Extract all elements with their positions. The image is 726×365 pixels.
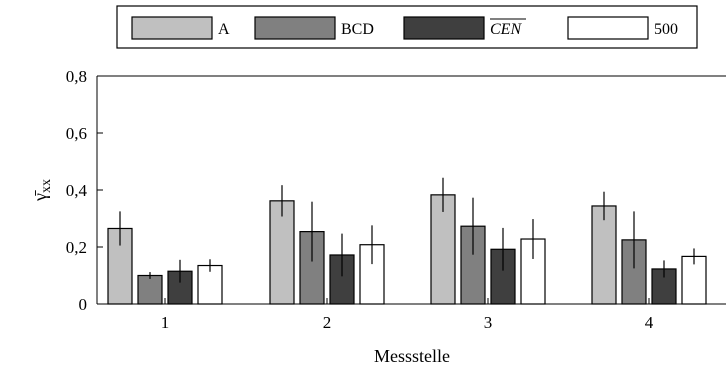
y-tick-label: 0,8 [66, 67, 87, 86]
legend-label-a: A [218, 21, 230, 38]
bar-bcd-3 [460, 225, 486, 305]
x-tick-label: 2 [323, 313, 332, 332]
legend: A BCD CEN 500 [116, 5, 698, 49]
y-axis-label-main: γ̄ [30, 190, 50, 202]
bars [107, 177, 707, 305]
y-tick-label: 0,2 [66, 238, 87, 257]
legend-label-cen: CEN [490, 21, 522, 38]
y-tick-label: 0,6 [66, 124, 87, 143]
axes: 0 0,2 0,4 0,6 0,8 1 2 3 4 [66, 67, 726, 332]
legend-swatch-500 [567, 16, 649, 40]
x-axis-label: Messstelle [374, 346, 450, 365]
x-tick-label: 4 [645, 313, 654, 332]
bar-a-3 [430, 194, 456, 305]
legend-swatch-a [131, 16, 213, 40]
x-tick-label: 3 [484, 313, 493, 332]
y-tick-label: 0,4 [66, 181, 88, 200]
y-tick-label: 0 [79, 295, 88, 314]
legend-swatch-bcd [254, 16, 336, 40]
bar-a-4 [591, 205, 617, 305]
legend-label-500: 500 [654, 21, 678, 38]
y-axis-label: γ̄xx [30, 179, 54, 202]
bar-bcd-1 [137, 274, 163, 305]
y-axis-label-subscript: xx [39, 179, 54, 193]
legend-swatch-cen [403, 16, 485, 40]
x-tick-label: 1 [161, 313, 170, 332]
bar-500-1 [197, 264, 223, 305]
legend-label-bcd: BCD [341, 21, 374, 38]
